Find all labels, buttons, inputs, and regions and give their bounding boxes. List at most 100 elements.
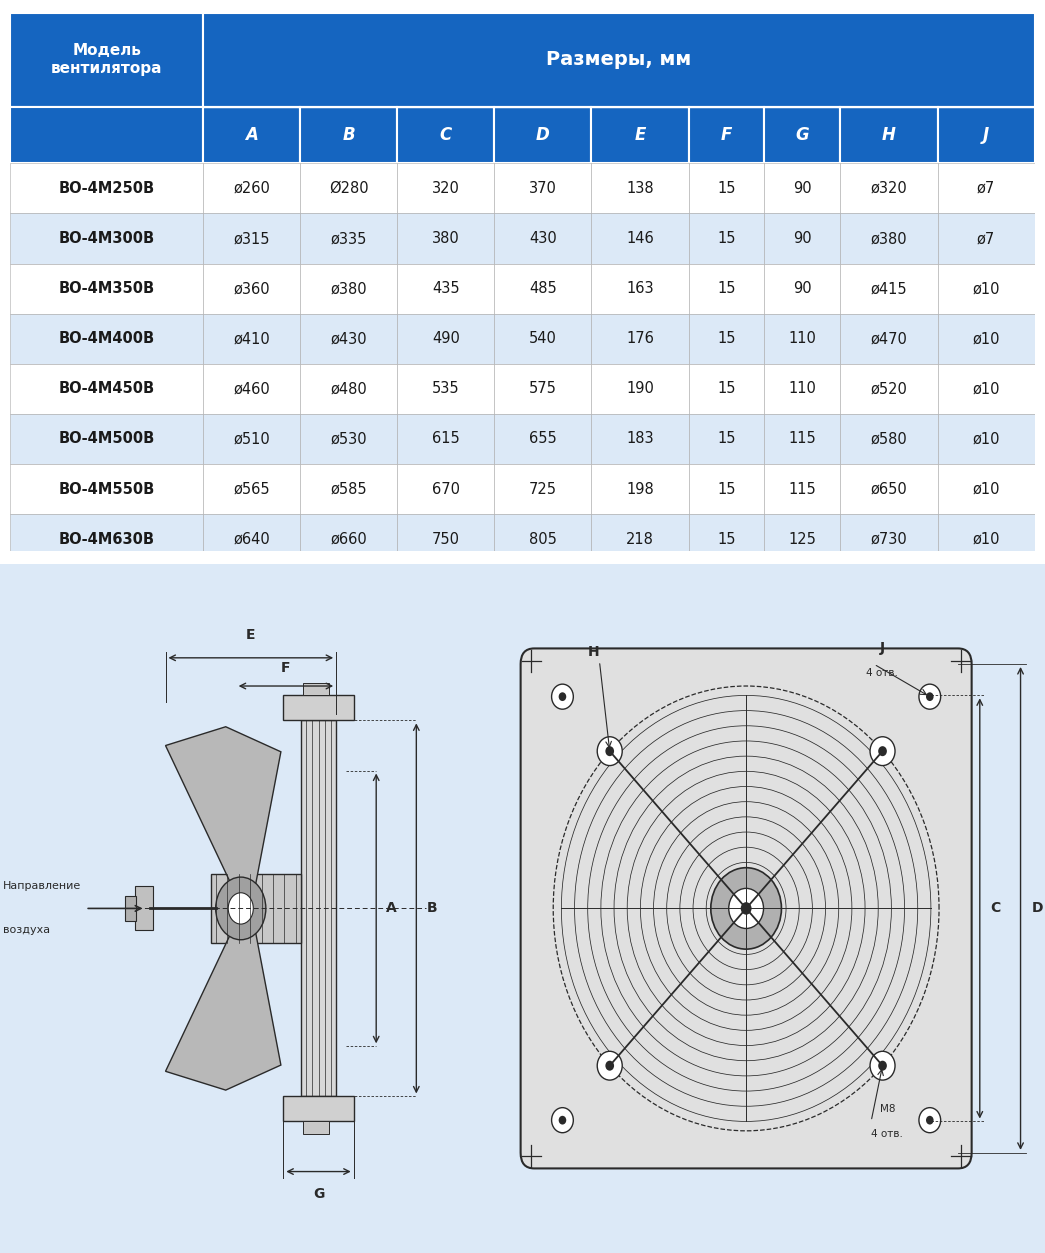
Text: воздуха: воздуха	[2, 926, 49, 935]
Bar	[765, 363, 840, 413]
Text: ВО-4М550В: ВО-4М550В	[59, 481, 155, 496]
Text: Размеры, мм: Размеры, мм	[547, 50, 692, 69]
Circle shape	[926, 1115, 933, 1125]
Bar	[591, 263, 689, 313]
Text: M8: M8	[880, 1104, 896, 1114]
Text: ø480: ø480	[330, 381, 367, 396]
Text: 110: 110	[789, 381, 816, 396]
Text: 163: 163	[626, 281, 654, 296]
Text: 138: 138	[626, 180, 654, 195]
Circle shape	[605, 1061, 614, 1071]
Text: ø10: ø10	[972, 281, 1000, 296]
Bar	[689, 263, 765, 313]
Bar	[494, 413, 591, 464]
Text: F: F	[721, 127, 733, 144]
Bar	[300, 163, 397, 213]
Text: ø315: ø315	[234, 231, 270, 246]
Bar	[204, 263, 300, 313]
Circle shape	[919, 1108, 940, 1133]
Text: ø430: ø430	[330, 331, 367, 346]
Bar	[840, 313, 937, 363]
Bar	[397, 413, 494, 464]
Text: 670: 670	[432, 481, 460, 496]
Text: 430: 430	[529, 231, 557, 246]
Text: ø260: ø260	[233, 180, 271, 195]
Text: 380: 380	[432, 231, 460, 246]
Bar	[283, 695, 353, 720]
Circle shape	[870, 1051, 895, 1080]
Bar	[204, 163, 300, 213]
Text: ВО-4М300В: ВО-4М300В	[59, 231, 155, 246]
Text: 90: 90	[793, 231, 812, 246]
Bar	[937, 313, 1035, 363]
Text: ø380: ø380	[870, 231, 907, 246]
Text: 725: 725	[529, 481, 557, 496]
Bar	[10, 413, 204, 464]
Bar	[840, 413, 937, 464]
Text: 115: 115	[789, 481, 816, 496]
Bar	[125, 896, 137, 921]
Text: 146: 146	[626, 231, 654, 246]
Text: ø360: ø360	[233, 281, 271, 296]
Text: J: J	[983, 127, 990, 144]
Text: 370: 370	[529, 180, 557, 195]
Bar	[840, 213, 937, 263]
Text: 90: 90	[793, 180, 812, 195]
Text: 615: 615	[432, 431, 460, 446]
Circle shape	[878, 746, 887, 756]
Bar	[591, 163, 689, 213]
Circle shape	[605, 746, 614, 756]
Text: 176: 176	[626, 331, 654, 346]
Text: ø7: ø7	[977, 231, 995, 246]
Bar	[937, 107, 1035, 163]
Text: ВО-4М400В: ВО-4М400В	[59, 331, 155, 346]
Bar	[301, 720, 336, 1096]
Bar	[300, 363, 397, 413]
Bar	[840, 107, 937, 163]
Bar	[689, 464, 765, 514]
Bar	[300, 413, 397, 464]
Bar	[10, 514, 204, 564]
Text: ø730: ø730	[870, 531, 907, 546]
Text: ø415: ø415	[870, 281, 907, 296]
Bar	[494, 107, 591, 163]
Bar	[591, 464, 689, 514]
Circle shape	[598, 1051, 622, 1080]
Bar	[765, 263, 840, 313]
Bar	[204, 107, 300, 163]
Bar	[397, 464, 494, 514]
Text: 110: 110	[789, 331, 816, 346]
Text: 15: 15	[717, 381, 736, 396]
Bar	[397, 263, 494, 313]
Text: H: H	[882, 127, 896, 144]
Bar	[204, 514, 300, 564]
Bar	[765, 213, 840, 263]
Text: 190: 190	[626, 381, 654, 396]
Text: 183: 183	[626, 431, 654, 446]
Text: ø10: ø10	[972, 531, 1000, 546]
Bar	[689, 163, 765, 213]
Bar	[937, 363, 1035, 413]
Bar	[397, 107, 494, 163]
Bar	[591, 313, 689, 363]
Text: 535: 535	[433, 381, 460, 396]
Bar	[10, 213, 204, 263]
Text: 15: 15	[717, 431, 736, 446]
Circle shape	[559, 692, 566, 700]
Text: 485: 485	[529, 281, 557, 296]
Bar	[591, 213, 689, 263]
Text: 655: 655	[529, 431, 557, 446]
Text: ø565: ø565	[233, 481, 271, 496]
Text: H: H	[588, 644, 600, 659]
Bar	[397, 514, 494, 564]
Text: ø320: ø320	[870, 180, 907, 195]
Bar	[765, 313, 840, 363]
Bar	[689, 363, 765, 413]
Text: ø650: ø650	[870, 481, 907, 496]
Bar	[591, 107, 689, 163]
Text: G: G	[795, 127, 809, 144]
Text: 540: 540	[529, 331, 557, 346]
Bar	[10, 107, 204, 163]
Text: ø10: ø10	[972, 381, 1000, 396]
Bar	[937, 464, 1035, 514]
